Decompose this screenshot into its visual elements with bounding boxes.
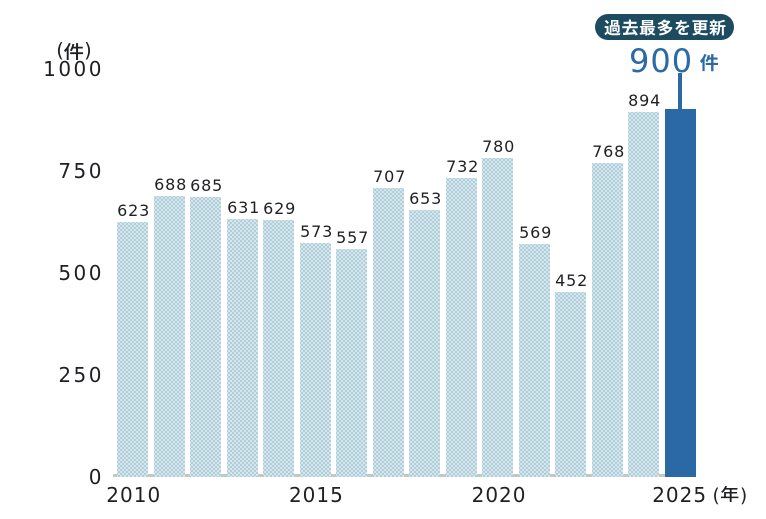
bar-value-label-2014: 629 — [263, 199, 297, 218]
bar-value-label-2023: 768 — [592, 142, 626, 161]
y-tick-0: 0 — [88, 464, 104, 489]
highlight-value-number: 900 — [629, 41, 694, 80]
x-tick-label: 2020 — [471, 483, 527, 507]
x-tick-label: 2015 — [288, 483, 344, 507]
bar-2010 — [117, 222, 148, 477]
bar-2015 — [300, 243, 331, 477]
x-tick-2025: 2025() — [652, 485, 747, 507]
bar-value-label-2016: 557 — [336, 228, 370, 247]
x-tick-2010: 2010 — [106, 485, 161, 505]
y-tick-250: 250 — [58, 362, 104, 387]
bar-2025 — [665, 109, 696, 477]
bar-value-label-2015: 573 — [300, 222, 334, 241]
bar-2018 — [409, 210, 440, 477]
bar-2019 — [446, 178, 477, 477]
y-tick-500: 500 — [58, 260, 104, 285]
x-axis-line — [113, 474, 696, 477]
bar-value-label-2020: 780 — [482, 137, 516, 156]
leader-line — [678, 73, 682, 111]
bar-2016 — [336, 249, 367, 477]
bar-value-label-2019: 732 — [446, 157, 480, 176]
bar-value-label-2017: 707 — [373, 167, 407, 186]
bar-value-label-2022: 452 — [555, 271, 589, 290]
highlight-value: 900 — [629, 41, 719, 80]
bar-2013 — [227, 219, 258, 477]
bar-2011 — [154, 196, 185, 477]
x-tick-label: 2010 — [106, 483, 162, 507]
bar-2023 — [592, 163, 623, 477]
bar-value-label-2011: 688 — [154, 175, 188, 194]
x-axis-unit-suffix: () — [712, 486, 748, 507]
record-badge — [595, 14, 734, 40]
bar-2024 — [628, 112, 659, 477]
bar-value-label-2024: 894 — [628, 91, 662, 110]
bar-2021 — [519, 244, 550, 477]
bar-value-label-2021: 569 — [519, 223, 553, 242]
bar-2022 — [555, 292, 586, 477]
bar-value-label-2012: 685 — [190, 176, 224, 195]
y-tick-1000: 1000 — [43, 57, 104, 82]
bar-value-label-2018: 653 — [409, 189, 443, 208]
x-tick-2020: 2020 — [472, 485, 527, 505]
bar-2012 — [190, 197, 221, 477]
record-badge-label — [603, 18, 726, 37]
bar-2017 — [373, 188, 404, 477]
bar-value-label-2013: 631 — [227, 198, 261, 217]
highlight-value-unit — [693, 54, 719, 72]
bar-2020 — [482, 158, 513, 477]
y-axis-unit-label: () — [56, 39, 92, 62]
bar-value-label-2010: 623 — [117, 201, 151, 220]
x-tick-2015: 2015 — [289, 485, 344, 505]
x-tick-label: 2025 — [652, 483, 708, 507]
bar-2014 — [263, 220, 294, 477]
y-tick-750: 750 — [58, 159, 104, 184]
